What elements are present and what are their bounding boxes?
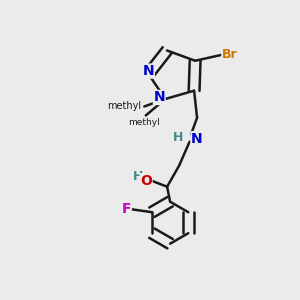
Text: methyl: methyl [128,118,160,127]
Text: H: H [173,131,184,144]
Text: N: N [154,91,165,104]
Text: N: N [143,64,154,78]
Text: methyl: methyl [107,101,141,112]
Text: O: O [140,174,152,188]
Text: F: F [122,202,131,216]
Text: H: H [133,170,143,183]
Text: N: N [191,132,203,146]
Text: Br: Br [222,48,238,61]
